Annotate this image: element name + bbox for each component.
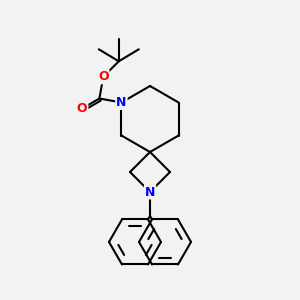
Text: N: N — [145, 185, 155, 199]
Text: O: O — [98, 70, 109, 83]
Text: N: N — [116, 96, 127, 109]
Text: O: O — [77, 102, 87, 115]
